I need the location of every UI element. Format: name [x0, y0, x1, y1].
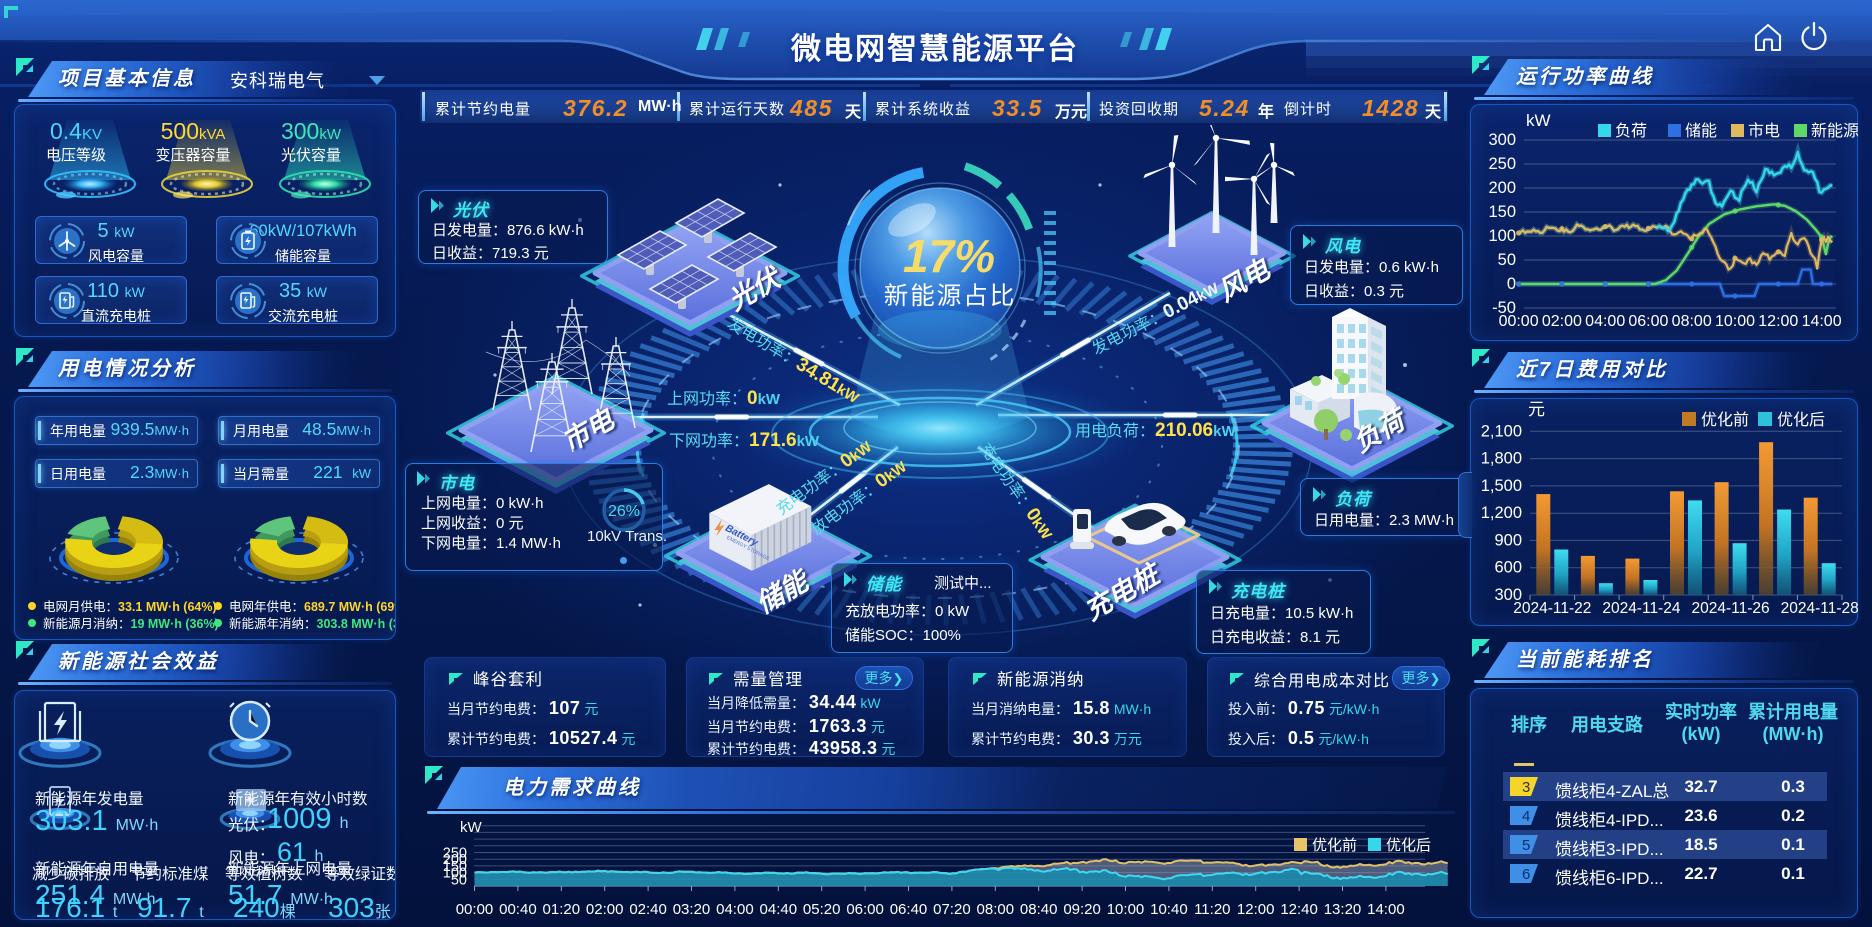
svg-text:0: 0 — [1507, 275, 1516, 293]
svg-text:kW: kW — [460, 819, 483, 836]
svg-text:10:00: 10:00 — [1107, 901, 1145, 918]
svg-text:10:40: 10:40 — [1150, 901, 1188, 918]
svg-text:250: 250 — [1488, 155, 1516, 173]
svg-text:08:40: 08:40 — [1020, 901, 1058, 918]
svg-text:01:20: 01:20 — [543, 901, 581, 918]
svg-text:03:20: 03:20 — [673, 901, 711, 918]
svg-text:02:00: 02:00 — [586, 901, 624, 918]
svg-text:04:00: 04:00 — [716, 901, 754, 918]
svg-text:优化后: 优化后 — [1386, 837, 1431, 854]
svg-text:02:40: 02:40 — [629, 901, 667, 918]
svg-text:11:20: 11:20 — [1194, 901, 1230, 918]
svg-text:新能源占比: 新能源占比 — [884, 282, 1017, 310]
svg-text:200: 200 — [1488, 179, 1516, 197]
svg-text:06:40: 06:40 — [890, 901, 928, 918]
svg-text:13:20: 13:20 — [1324, 901, 1362, 918]
svg-text:14:00: 14:00 — [1802, 313, 1842, 330]
svg-text:150: 150 — [443, 859, 467, 875]
svg-text:08:00: 08:00 — [1672, 313, 1712, 330]
svg-text:-50: -50 — [1492, 299, 1516, 317]
svg-text:3: 3 — [1522, 779, 1530, 796]
svg-text:07:20: 07:20 — [933, 901, 971, 918]
svg-text:04:00: 04:00 — [1585, 313, 1625, 330]
svg-text:1,500: 1,500 — [1481, 477, 1522, 495]
svg-text:优化后: 优化后 — [1777, 411, 1825, 429]
svg-text:900: 900 — [1494, 531, 1522, 549]
svg-text:100: 100 — [443, 866, 467, 882]
svg-text:6: 6 — [1522, 866, 1530, 883]
svg-text:100: 100 — [1488, 227, 1516, 245]
svg-text:200: 200 — [443, 852, 467, 868]
svg-text:优化前: 优化前 — [1312, 837, 1357, 854]
svg-text:00:40: 00:40 — [499, 901, 537, 918]
svg-text:12:00: 12:00 — [1237, 901, 1275, 918]
svg-text:储能: 储能 — [1685, 122, 1717, 140]
svg-text:50: 50 — [1498, 251, 1516, 269]
svg-text:2024-11-22: 2024-11-22 — [1513, 600, 1591, 617]
svg-text:04:40: 04:40 — [760, 901, 798, 918]
svg-text:1,800: 1,800 — [1481, 450, 1522, 468]
svg-text:4: 4 — [1522, 808, 1530, 825]
svg-text:新能源: 新能源 — [1811, 122, 1858, 140]
svg-text:05:20: 05:20 — [803, 901, 841, 918]
svg-text:5: 5 — [1522, 837, 1530, 854]
svg-text:2024-11-24: 2024-11-24 — [1602, 600, 1681, 617]
svg-text:10:00: 10:00 — [1715, 313, 1755, 330]
svg-text:250: 250 — [443, 846, 467, 862]
svg-text:2,100: 2,100 — [1481, 422, 1522, 440]
svg-text:02:00: 02:00 — [1542, 313, 1582, 330]
svg-text:17%: 17% — [903, 230, 995, 282]
svg-text:优化前: 优化前 — [1701, 411, 1749, 429]
svg-text:300: 300 — [1488, 131, 1516, 149]
svg-text:元: 元 — [1528, 400, 1545, 419]
svg-text:150: 150 — [1488, 203, 1516, 221]
svg-text:09:20: 09:20 — [1063, 901, 1101, 918]
svg-text:kW: kW — [1526, 111, 1551, 130]
svg-text:600: 600 — [1494, 559, 1522, 577]
svg-text:06:00: 06:00 — [1628, 313, 1668, 330]
svg-text:300: 300 — [1494, 586, 1522, 604]
svg-text:00:00: 00:00 — [1499, 313, 1539, 330]
svg-text:26%: 26% — [608, 503, 640, 520]
svg-text:06:00: 06:00 — [846, 901, 884, 918]
svg-text:负荷: 负荷 — [1615, 122, 1647, 140]
svg-text:00:00: 00:00 — [456, 901, 494, 918]
svg-text:市电: 市电 — [1748, 122, 1780, 140]
svg-text:2024-11-26: 2024-11-26 — [1692, 600, 1770, 617]
svg-text:14:00: 14:00 — [1367, 901, 1405, 918]
svg-text:12:40: 12:40 — [1280, 901, 1318, 918]
svg-text:50: 50 — [451, 872, 467, 888]
svg-text:08:00: 08:00 — [977, 901, 1015, 918]
svg-text:2024-11-28: 2024-11-28 — [1781, 600, 1858, 617]
svg-text:12:00: 12:00 — [1758, 313, 1798, 330]
svg-text:1,200: 1,200 — [1481, 504, 1522, 522]
